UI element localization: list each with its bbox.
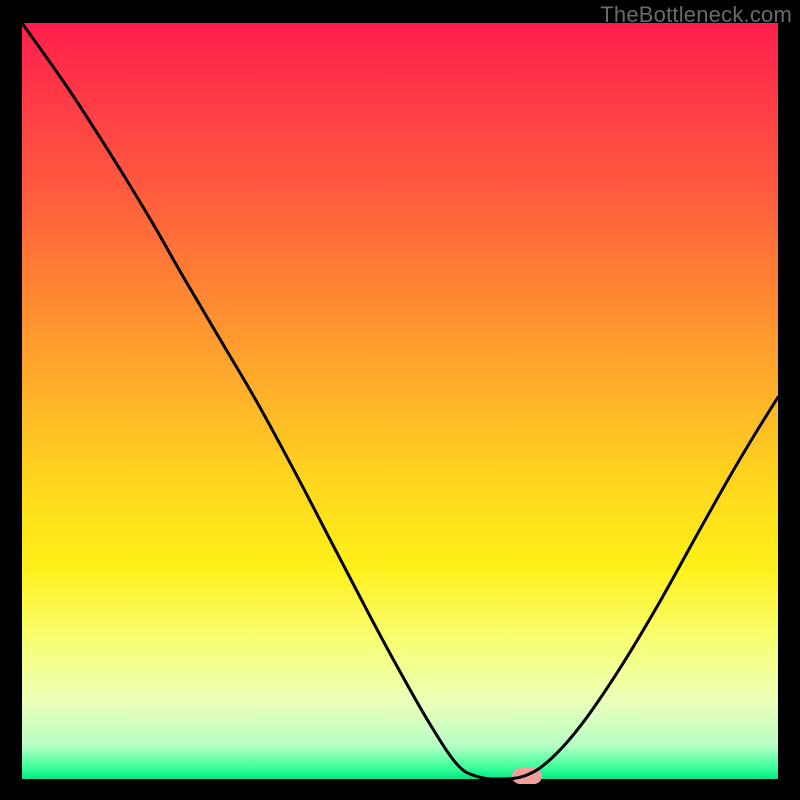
chart-stage: TheBottleneck.com (0, 0, 800, 800)
bottleneck-chart (0, 0, 800, 800)
watermark-text: TheBottleneck.com (600, 2, 792, 28)
gradient-background (22, 23, 778, 779)
